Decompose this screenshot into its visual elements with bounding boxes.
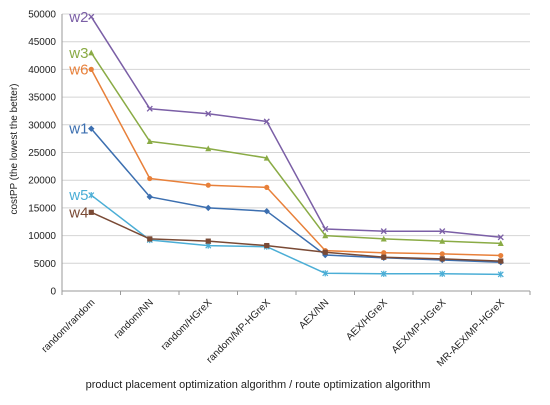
series-label-w6: w6 [68, 61, 88, 78]
data-point [147, 175, 153, 182]
x-tick-label: random/random [40, 297, 98, 355]
data-point [380, 270, 387, 277]
data-point [146, 138, 153, 145]
x-tick-label: random/MP-HGreX [205, 297, 274, 366]
series-label-w1: w1 [68, 121, 88, 138]
x-tick-label: MR-AEX/MP-HGreX [435, 297, 507, 369]
series-label-w2: w2 [68, 9, 88, 26]
data-point [380, 235, 387, 242]
y-tick-label: 5000 [34, 259, 57, 270]
y-tick-label: 35000 [28, 93, 56, 104]
y-tick-label: 20000 [28, 176, 56, 187]
data-point [88, 66, 94, 72]
marker-stroke [497, 234, 504, 241]
data-point [88, 49, 95, 56]
data-point [146, 105, 153, 112]
data-point [498, 252, 504, 259]
data-point [205, 204, 212, 212]
data-point [205, 182, 211, 188]
data-point [439, 237, 446, 244]
data-point [497, 234, 504, 241]
x-tick-label: AEX/NN [297, 297, 331, 331]
data-point [88, 192, 95, 199]
data-point [146, 193, 153, 201]
data-point [439, 270, 446, 277]
data-point [205, 145, 212, 152]
y-tick-label: 45000 [28, 37, 56, 48]
data-point [439, 228, 446, 235]
series-lines [88, 13, 504, 278]
marker-stroke [380, 228, 387, 235]
y-tick-label: 10000 [28, 231, 56, 242]
data-point [439, 251, 445, 257]
data-point [497, 240, 504, 246]
data-point [497, 271, 504, 278]
marker-stroke [146, 105, 153, 112]
series-line-w1 [90, 128, 501, 263]
data-point [205, 110, 212, 117]
data-point [322, 249, 328, 255]
axes: 0 5000 10000 15000 20000 25000 30000 35000 40000… [28, 10, 531, 369]
data-point [264, 184, 270, 191]
series-line-w4 [90, 211, 501, 262]
y-tick-label: 50000 [28, 10, 56, 21]
y-tick-label: 15000 [28, 203, 56, 214]
data-point [263, 118, 270, 125]
data-point [264, 242, 270, 249]
y-tick-label: 40000 [28, 65, 56, 76]
y-axis-title: costPP (the lowest the better) [9, 84, 20, 215]
marker-stroke [263, 118, 270, 125]
data-point [381, 250, 387, 256]
data-point [147, 236, 153, 242]
series-line-w6 [90, 69, 501, 257]
data-point [205, 238, 211, 244]
x-axis-title: product placement optimization algorithm… [86, 379, 431, 391]
marker-stroke [439, 228, 446, 235]
x-tick-label: AEX/HGreX [344, 297, 390, 343]
data-point [381, 254, 387, 260]
series-line-w3 [90, 52, 501, 245]
data-point [322, 270, 329, 277]
data-point [498, 258, 504, 264]
x-tick-label: random/HGreX [159, 297, 215, 353]
marker-stroke [205, 110, 212, 117]
data-point [380, 228, 387, 235]
series-line-w5 [90, 194, 501, 276]
y-tick-label: 25000 [28, 148, 56, 159]
data-point [88, 13, 95, 20]
y-tick-label: 30000 [28, 120, 56, 131]
data-point [263, 208, 270, 215]
data-point [263, 154, 270, 161]
marker-stroke [88, 13, 95, 20]
data-point [322, 225, 329, 233]
x-tick-label: AEX/MP-HGreX [390, 297, 449, 356]
data-point [322, 232, 329, 239]
x-tick-label: random/NN [112, 297, 156, 341]
data-point [88, 125, 95, 132]
series-label-w3: w3 [68, 45, 88, 62]
gridlines [62, 13, 530, 264]
series-label-w5: w5 [68, 187, 88, 204]
data-point [88, 209, 94, 215]
series-label-w4: w4 [68, 204, 88, 221]
marker-stroke [322, 225, 329, 233]
y-tick-label: 0 [50, 287, 56, 298]
data-point [439, 256, 445, 262]
series-line-w2 [90, 16, 501, 239]
